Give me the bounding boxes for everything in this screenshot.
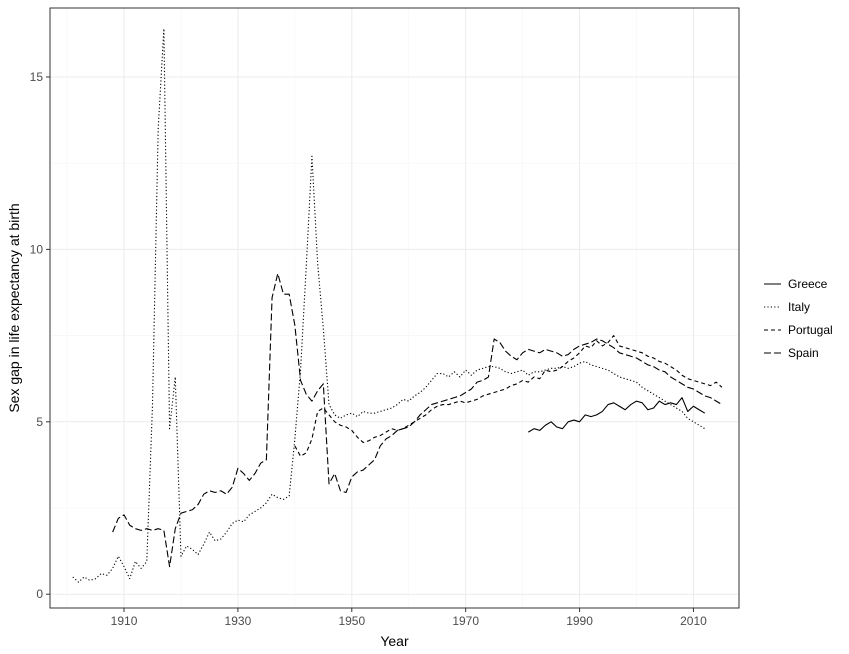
legend-item-greece: Greece: [764, 277, 828, 291]
legend-item-italy: Italy: [764, 300, 810, 314]
series-line-spain: [112, 272, 723, 568]
series-line-italy: [72, 28, 706, 583]
series-line-greece: [528, 397, 706, 433]
y-axis-title: Sex gap in life expectancy at birth: [6, 203, 22, 412]
legend-label-spain: Spain: [788, 346, 819, 360]
y-tick-label: 15: [30, 70, 44, 84]
y-tick-label: 10: [30, 242, 44, 256]
grid-major: [50, 8, 739, 608]
series-layer: [72, 28, 723, 583]
x-axis: 1910 1930 1950 1970 1990 2010: [111, 608, 707, 628]
y-tick-label: 5: [36, 415, 43, 429]
legend-label-portugal: Portugal: [788, 323, 833, 337]
x-tick-label: 2010: [680, 614, 707, 628]
x-axis-title: Year: [380, 633, 409, 649]
legend-item-portugal: Portugal: [764, 323, 833, 337]
x-tick-label: 1970: [452, 614, 479, 628]
x-tick-label: 1930: [225, 614, 252, 628]
series-line-portugal: [294, 335, 723, 457]
x-tick-label: 1950: [338, 614, 365, 628]
legend-item-spain: Spain: [764, 346, 819, 360]
y-tick-label: 0: [36, 587, 43, 601]
legend: Greece Italy Portugal Spain: [764, 277, 833, 360]
legend-label-greece: Greece: [788, 277, 828, 291]
y-axis: 0 5 10 15: [30, 70, 50, 601]
plot-panel-border: [49, 7, 740, 609]
grid-minor: [50, 8, 739, 608]
legend-label-italy: Italy: [788, 300, 810, 314]
x-tick-label: 1990: [566, 614, 593, 628]
x-tick-label: 1910: [111, 614, 138, 628]
